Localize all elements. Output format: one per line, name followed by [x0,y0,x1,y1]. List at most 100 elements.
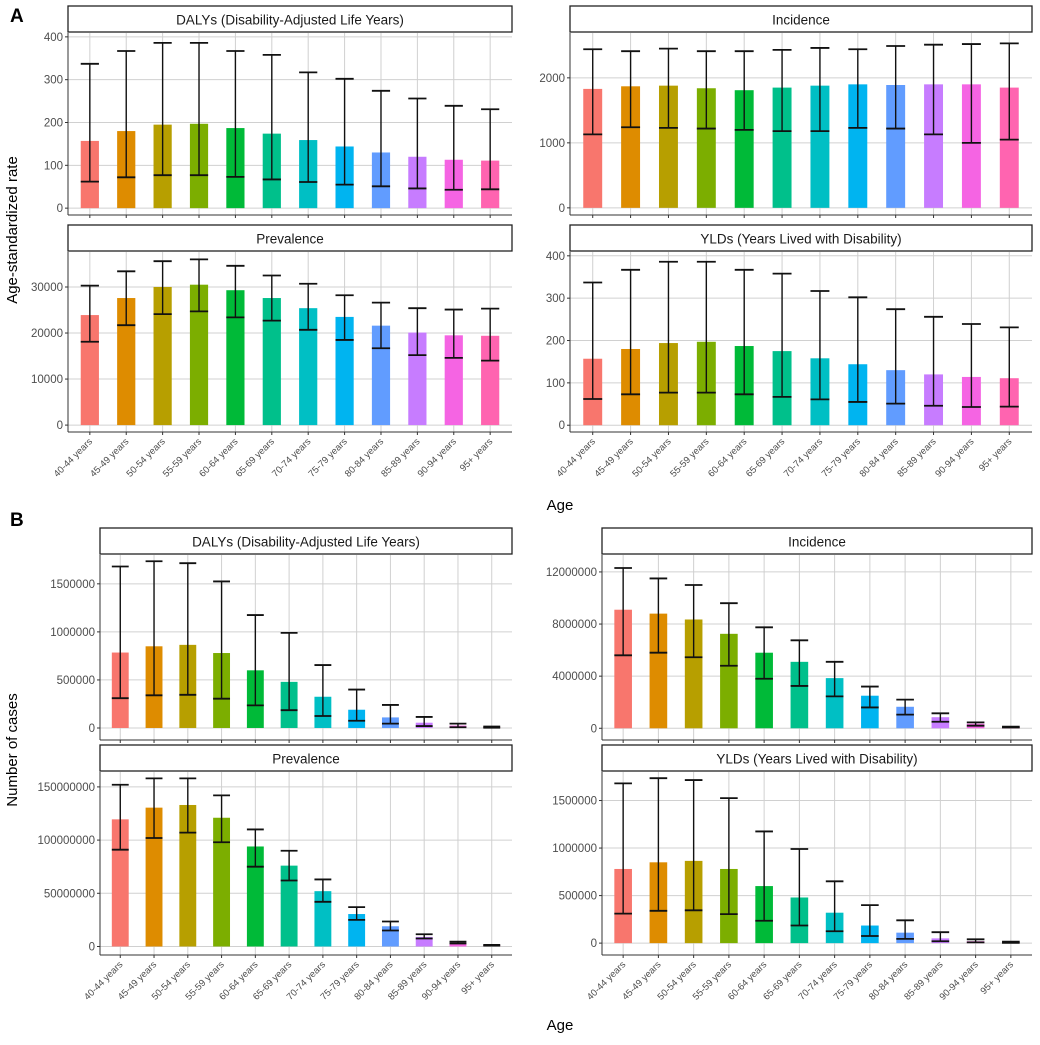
bar [734,90,754,208]
y-axis-title: Age-standardized rate [4,156,21,304]
x-tick-label: 90-94 years [416,436,459,479]
panel-B: B Number of cases Age DALYs (Disability-Adj… [4,510,1033,1034]
y-tick-label: 100000000 [37,835,95,847]
bar [371,325,391,426]
x-axis-title: Age [547,497,574,514]
x-tick-label: 65-69 years [744,436,787,479]
x-tick-label: 40-44 years [555,436,598,479]
y-tick-label: 50000000 [44,888,95,900]
bar [649,613,668,729]
bar [415,936,433,947]
y-tick-label: 200 [546,336,565,348]
y-tick-label: 12000000 [546,567,597,579]
y-tick-label: 400 [546,251,565,263]
bar [117,298,136,426]
bar [481,335,500,426]
x-tick-label: 95+ years [459,959,497,997]
facet: Incidence 0 4000000 8000000 12000000 [546,527,1033,743]
y-tick-label: 100 [44,160,63,172]
y-tick-label: 500000 [559,891,597,903]
y-tick-label: 400 [44,32,63,44]
bar [999,87,1019,208]
facet: YLDs (Years Lived with Disability) 0 50000… [552,744,1033,1003]
bar [213,817,231,947]
facet-strip [99,744,513,772]
bar [825,678,844,729]
y-tick-label: 0 [559,420,565,432]
x-tick-label: 55-59 years [668,436,711,479]
facet: YLDs (Years Lived with Disability) 0 100 20… [546,224,1033,480]
y-tick-label: 1500000 [552,796,597,808]
facet-strip [601,527,1033,555]
y-tick-label: 8000000 [552,619,597,631]
facet-title: Prevalence [272,752,340,767]
bar [861,695,879,729]
bar [621,86,641,208]
y-tick-label: 10000 [31,374,63,386]
y-tick-label: 100 [546,378,565,390]
bar [684,619,703,729]
x-tick-label: 70-74 years [782,436,825,479]
bar [848,84,868,208]
x-tick-label: 95+ years [977,436,1015,474]
y-tick-label: 300 [546,293,565,305]
bar [772,87,792,208]
facet-strip [569,224,1033,252]
x-tick-label: 45-49 years [592,436,635,479]
bar [348,914,366,947]
bar [790,661,809,729]
facet: Prevalence05000000010000000015000000040-… [37,744,513,1003]
y-tick-label: 1000000 [50,627,95,639]
x-axis-title: Age [547,1017,574,1034]
y-tick-label: 300 [44,75,63,87]
x-tick-label: 95+ years [978,959,1016,997]
y-tick-label: 0 [57,203,63,215]
bar [179,804,197,947]
bar [153,286,172,426]
panel-label: A [10,6,24,27]
bar [314,891,332,947]
y-tick-label: 200 [44,118,63,130]
bar [449,942,467,947]
y-tick-label: 500000 [57,675,95,687]
bar [145,807,163,947]
facet-strip [67,224,513,252]
panel-A: A Age-standardized rate Age DALYs (Disabili… [4,5,1033,514]
x-tick-label: 60-64 years [706,436,749,479]
x-tick-label: 85-89 years [895,436,938,479]
y-tick-label: 1000 [539,138,565,150]
facet-strip [569,5,1033,33]
x-tick-label: 90-94 years [933,436,976,479]
facet: DALYs (Disability-Adjusted Life Years) 0 1… [44,5,513,218]
bar [299,308,318,426]
bar [189,284,209,426]
x-tick-label: 50-54 years [630,436,673,479]
y-tick-label: 0 [89,941,95,953]
bar [658,85,678,208]
bar [755,652,773,729]
bar [262,298,281,426]
bar [924,84,944,208]
bar [226,290,245,426]
bar [931,717,950,729]
y-tick-label: 150000000 [37,782,95,794]
facet-strip [67,5,513,33]
facet-strip [601,744,1033,772]
bar [583,88,603,208]
bar [896,706,914,729]
facet: DALYs (Disability-Adjusted Life Years) 0 5… [50,527,513,743]
facet-title: Prevalence [256,232,324,247]
y-tick-label: 0 [57,420,63,432]
y-tick-label: 0 [591,938,597,950]
facet-title: DALYs (Disability-Adjusted Life Years) [192,535,420,550]
panel-label: B [10,510,24,531]
y-tick-label: 4000000 [552,671,597,683]
bar [720,633,738,729]
y-tick-label: 0 [89,723,95,735]
x-tick-label: 80-84 years [858,436,901,479]
bar [696,88,716,208]
facet-title: Incidence [788,535,846,550]
y-tick-label: 20000 [31,328,63,340]
